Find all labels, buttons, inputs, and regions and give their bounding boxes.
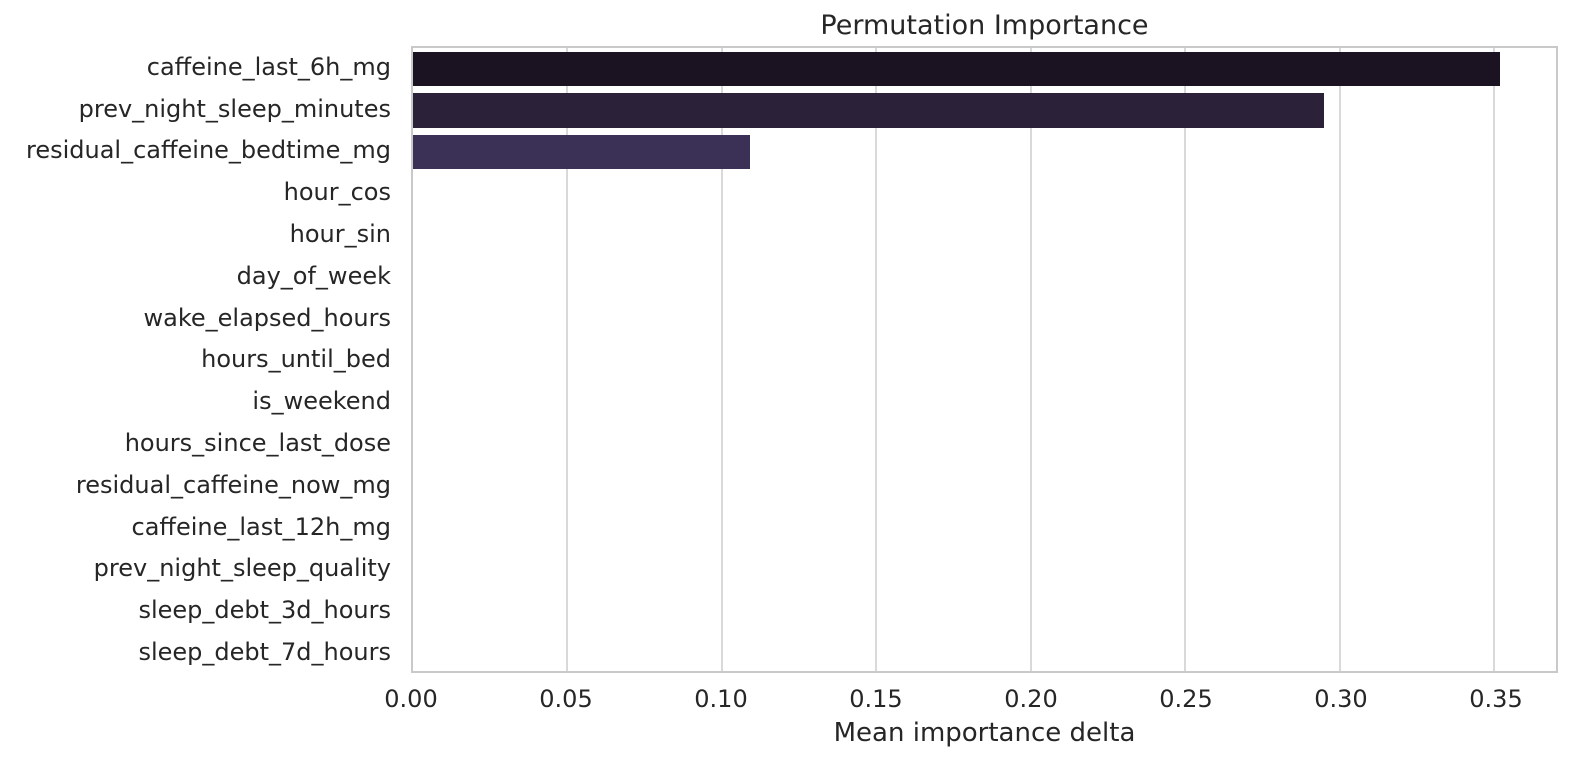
gridline [875,48,878,671]
bar-row [413,134,1556,170]
y-tick-label: hour_cos [283,178,391,207]
plot-area [411,46,1558,673]
gridline [720,48,723,671]
x-tick-label: 0.00 [384,685,438,713]
bar-row [413,467,1556,501]
bar-row [413,591,1556,625]
x-axis-label: Mean importance delta [833,718,1136,748]
gridline [1029,48,1032,671]
bar-row [413,218,1556,252]
x-tick-label: 0.30 [1314,685,1368,713]
gridline [566,48,569,671]
bar-prev_night_sleep_minutes [413,93,1325,128]
gridline [1493,48,1496,671]
y-tick-label: sleep_debt_7d_hours [138,638,391,667]
bar-row [413,425,1556,459]
y-tick-label: day_of_week [236,261,391,290]
y-tick-label: caffeine_last_6h_mg [146,52,391,81]
x-tick-label: 0.05 [539,685,593,713]
x-tick-label: 0.15 [849,685,903,713]
bar-row [413,384,1556,418]
gridline [1184,48,1187,671]
y-tick-label: is_weekend [252,387,391,416]
bar-row [413,508,1556,542]
y-tick-label: hour_sin [289,220,391,249]
bar-row [413,93,1556,128]
x-axis: 0.00 0.05 0.10 0.15 0.20 0.25 0.30 0.35 [384,673,1558,713]
y-tick-label: hours_until_bed [201,345,391,374]
y-tick-label: caffeine_last_12h_mg [131,512,392,541]
x-tick-label: 0.20 [1004,685,1058,713]
y-tick-label: wake_elapsed_hours [143,303,392,332]
y-tick-label: prev_night_sleep_quality [93,554,391,583]
bar-row [413,342,1556,376]
chart-title: Permutation Importance [820,10,1149,41]
bar-caffeine_last_6h_mg [413,51,1501,86]
bar-row [413,176,1556,210]
y-axis: caffeine_last_6h_mg prev_night_sleep_minu… [0,46,401,673]
bar-row [413,301,1556,335]
bar-residual_caffeine_bedtime_mg [413,134,750,170]
gridline [1338,48,1341,671]
y-tick-label: residual_caffeine_bedtime_mg [25,136,391,165]
bar-row [413,633,1556,667]
bar-row [413,51,1556,86]
x-tick-label: 0.10 [694,685,748,713]
y-tick-label: prev_night_sleep_minutes [78,94,391,123]
x-tick-label: 0.25 [1159,685,1213,713]
x-tick-label: 0.35 [1469,685,1523,713]
y-tick-label: hours_since_last_dose [124,429,391,458]
bar-row [413,259,1556,293]
y-tick-label: residual_caffeine_now_mg [75,470,391,499]
bar-row [413,550,1556,584]
y-tick-label: sleep_debt_3d_hours [138,596,391,625]
